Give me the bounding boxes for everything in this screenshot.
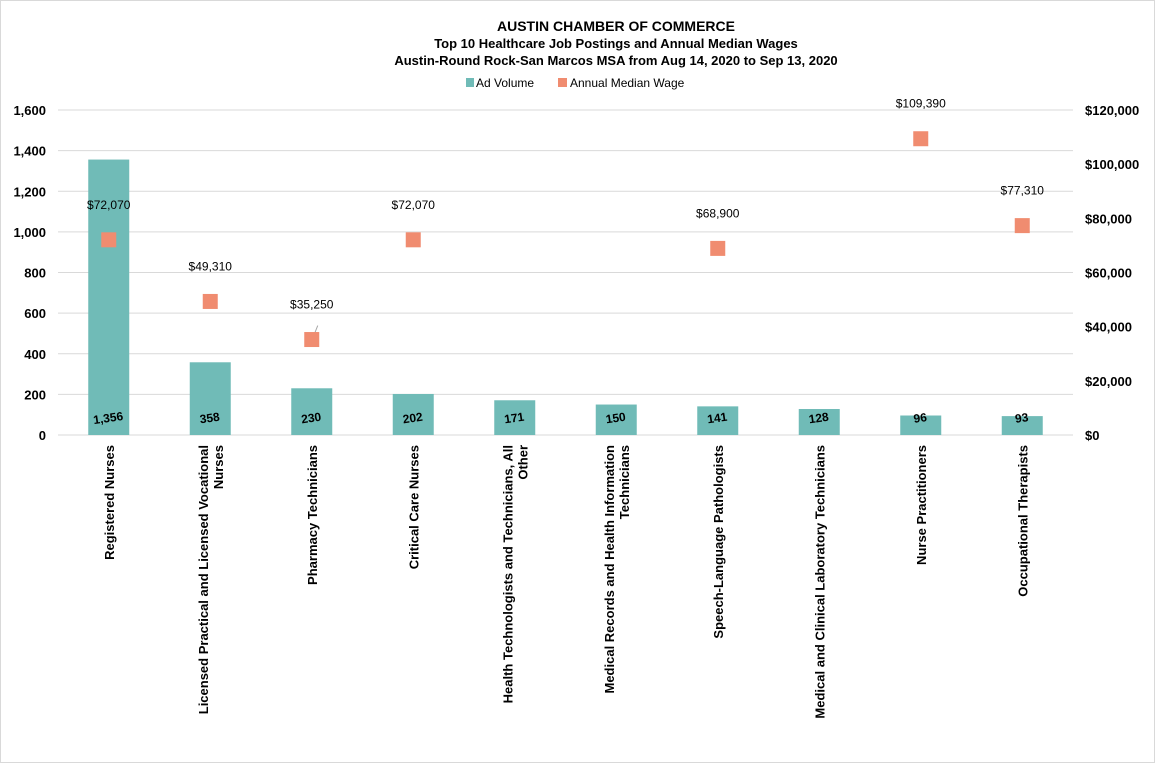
bar-data-label: 230 — [300, 410, 322, 427]
category-label: Pharmacy Technicians — [305, 445, 320, 585]
wage-marker — [913, 131, 929, 147]
chart-subtitle-line-1: Top 10 Healthcare Job Postings and Annua… — [434, 36, 798, 51]
bar-ad-volume — [697, 406, 739, 435]
bar-data-label: 1,356 — [92, 409, 124, 427]
category-label: Critical Care Nurses — [406, 445, 421, 569]
bar-ad-volume — [798, 409, 840, 435]
legend-label-ad-volume: Ad Volume — [476, 76, 534, 90]
bar-data-label: 150 — [605, 410, 627, 427]
wage-marker — [1014, 218, 1030, 234]
wage-marker — [405, 232, 421, 248]
y-right-tick-label: $40,000 — [1085, 320, 1132, 335]
y-left-tick-label: 0 — [39, 428, 46, 443]
y-right-tick-label: $20,000 — [1085, 374, 1132, 389]
x-axis-categories: Registered Nurses Licensed Practical and … — [102, 445, 1031, 719]
category-label-line: Licensed Practical and Licensed Vocation… — [196, 445, 211, 714]
y-left-tick-label: 1,200 — [13, 184, 46, 199]
wage-data-label: $72,070 — [392, 198, 436, 212]
y-left-tick-label: 200 — [24, 387, 46, 402]
bar-ad-volume — [88, 159, 130, 435]
category-label-line: Technicians — [617, 445, 632, 519]
bar-data-label: 93 — [1014, 410, 1029, 426]
bar-data-label: 358 — [199, 410, 221, 427]
bar-ad-volume — [595, 404, 637, 435]
y-left-tick-label: 1,400 — [13, 144, 46, 159]
category-label-line: Pharmacy Technicians — [305, 445, 320, 585]
category-label-line: Nurses — [211, 445, 226, 489]
category-label-line: Registered Nurses — [102, 445, 117, 560]
bar-data-label: 202 — [402, 410, 424, 427]
wage-data-label: $72,070 — [87, 198, 131, 212]
category-label: Licensed Practical and Licensed Vocation… — [196, 445, 226, 714]
bar-data-label: 128 — [808, 410, 830, 427]
chart-title: AUSTIN CHAMBER OF COMMERCE — [497, 18, 735, 34]
category-label-line: Medical and Clinical Laboratory Technici… — [812, 445, 827, 719]
category-label: Registered Nurses — [102, 445, 117, 560]
wage-data-label: $49,310 — [189, 259, 233, 273]
y-left-tick-label: 1,000 — [13, 225, 46, 240]
wage-marker — [101, 232, 117, 248]
wage-marker — [304, 332, 320, 348]
category-label-line: Other — [515, 445, 530, 480]
legend-swatch-ad-volume — [466, 78, 474, 87]
category-label-line: Speech-Language Pathologists — [711, 445, 726, 639]
y-right-tick-label: $0 — [1085, 428, 1099, 443]
category-label-line: Health Technologists and Technicians, Al… — [500, 445, 515, 703]
category-label-line: Nurse Practitioners — [914, 445, 929, 565]
y-left-tick-label: 400 — [24, 347, 46, 362]
wage-data-label: $77,310 — [1001, 184, 1045, 198]
y-axis-left: 0 200 400 600 800 1,000 1,200 1,400 1,600 — [13, 103, 46, 443]
y-left-tick-label: 600 — [24, 306, 46, 321]
y-right-tick-label: $120,000 — [1085, 103, 1139, 118]
category-label: Occupational Therapists — [1015, 445, 1030, 597]
category-label: Health Technologists and Technicians, Al… — [500, 445, 530, 703]
category-label: Speech-Language Pathologists — [711, 445, 726, 639]
bar-data-label: 171 — [503, 410, 525, 427]
chart-subtitle-line-2: Austin-Round Rock-San Marcos MSA from Au… — [394, 53, 837, 68]
category-label: Medical and Clinical Laboratory Technici… — [812, 445, 827, 719]
category-label-line: Critical Care Nurses — [406, 445, 421, 569]
bar-data-label: 141 — [706, 410, 728, 427]
marker-series-median-wage: $72,070 $49,310 $35,250 $72,070 $68,900 $109,… — [87, 97, 1045, 348]
bar-series-ad-volume: 1,356 358 230 202 171 150 141 128 96 93 — [88, 159, 1043, 435]
bar-ad-volume — [1001, 416, 1043, 435]
legend-label-median-wage: Annual Median Wage — [570, 76, 685, 90]
wage-marker — [202, 293, 218, 309]
wage-data-label: $68,900 — [696, 206, 740, 220]
bar-data-label: 96 — [913, 410, 928, 426]
bar-ad-volume — [189, 362, 231, 435]
legend: Ad Volume Annual Median Wage — [466, 76, 685, 90]
wage-data-label: $35,250 — [290, 298, 334, 312]
y-right-tick-label: $60,000 — [1085, 266, 1132, 281]
y-left-tick-label: 1,600 — [13, 103, 46, 118]
wage-data-label: $109,390 — [896, 97, 946, 111]
legend-swatch-median-wage — [558, 78, 567, 87]
y-left-tick-label: 800 — [24, 266, 46, 281]
bar-ad-volume — [291, 388, 333, 435]
y-right-tick-label: $100,000 — [1085, 157, 1139, 172]
bar-ad-volume — [494, 400, 536, 435]
category-label: Medical Records and Health InformationTe… — [602, 445, 632, 694]
bar-ad-volume — [392, 393, 434, 435]
category-label-line: Occupational Therapists — [1015, 445, 1030, 597]
category-label-line: Medical Records and Health Information — [602, 445, 617, 694]
wage-marker — [710, 240, 726, 256]
y-axis-right: $0 $20,000 $40,000 $60,000 $80,000 $100,000 $1… — [1085, 103, 1139, 443]
bar-ad-volume — [900, 415, 942, 435]
category-label: Nurse Practitioners — [914, 445, 929, 565]
y-right-tick-label: $80,000 — [1085, 211, 1132, 226]
